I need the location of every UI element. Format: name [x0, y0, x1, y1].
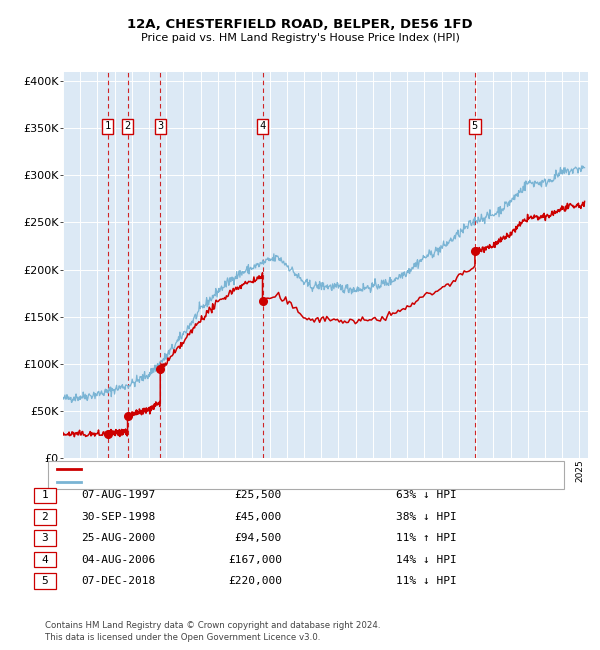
Text: HPI: Average price, detached house, Amber Valley: HPI: Average price, detached house, Ambe…	[87, 477, 332, 487]
Text: 11% ↓ HPI: 11% ↓ HPI	[396, 576, 457, 586]
Text: 14% ↓ HPI: 14% ↓ HPI	[396, 554, 457, 565]
Text: 5: 5	[472, 121, 478, 131]
Text: £94,500: £94,500	[235, 533, 282, 543]
Text: £45,000: £45,000	[235, 512, 282, 522]
Text: 38% ↓ HPI: 38% ↓ HPI	[396, 512, 457, 522]
Text: 2: 2	[41, 512, 49, 522]
Text: 4: 4	[259, 121, 266, 131]
Text: 12A, CHESTERFIELD ROAD, BELPER, DE56 1FD: 12A, CHESTERFIELD ROAD, BELPER, DE56 1FD	[127, 18, 473, 31]
Text: £220,000: £220,000	[228, 576, 282, 586]
Text: 12A, CHESTERFIELD ROAD, BELPER, DE56 1FD (detached house): 12A, CHESTERFIELD ROAD, BELPER, DE56 1FD…	[87, 464, 404, 474]
Text: 3: 3	[157, 121, 163, 131]
Text: 04-AUG-2006: 04-AUG-2006	[81, 554, 155, 565]
Text: 4: 4	[41, 554, 49, 565]
Text: Contains HM Land Registry data © Crown copyright and database right 2024.
This d: Contains HM Land Registry data © Crown c…	[45, 621, 380, 642]
Text: 5: 5	[41, 576, 49, 586]
Text: £167,000: £167,000	[228, 554, 282, 565]
Text: 25-AUG-2000: 25-AUG-2000	[81, 533, 155, 543]
Text: 30-SEP-1998: 30-SEP-1998	[81, 512, 155, 522]
Text: Price paid vs. HM Land Registry's House Price Index (HPI): Price paid vs. HM Land Registry's House …	[140, 32, 460, 43]
Text: 63% ↓ HPI: 63% ↓ HPI	[396, 490, 457, 501]
Text: 3: 3	[41, 533, 49, 543]
Text: 07-AUG-1997: 07-AUG-1997	[81, 490, 155, 501]
Text: £25,500: £25,500	[235, 490, 282, 501]
Text: 11% ↑ HPI: 11% ↑ HPI	[396, 533, 457, 543]
Text: 1: 1	[41, 490, 49, 501]
Text: 1: 1	[104, 121, 111, 131]
Text: 2: 2	[124, 121, 131, 131]
Text: 07-DEC-2018: 07-DEC-2018	[81, 576, 155, 586]
